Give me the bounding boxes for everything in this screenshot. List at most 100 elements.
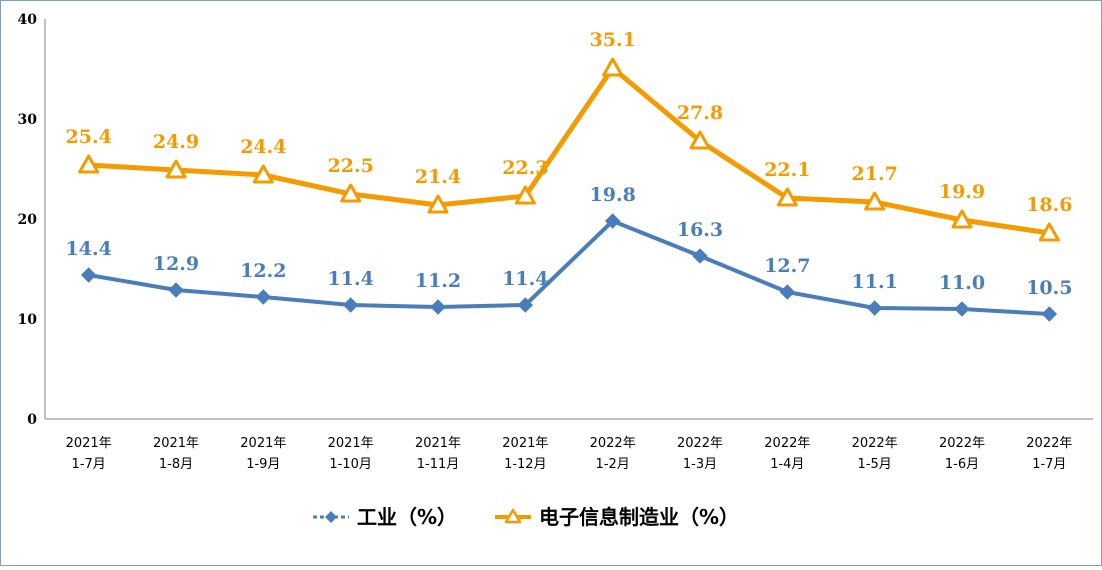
- data-label: 19.9: [939, 181, 985, 203]
- x-tick-label: 2022年 1-2月: [590, 436, 636, 472]
- diamond-marker: [255, 289, 272, 305]
- data-label: 19.8: [590, 184, 636, 206]
- x-tick-label-line: 2021年: [240, 436, 286, 451]
- triangle-marker: [776, 187, 798, 207]
- triangle-marker: [78, 154, 100, 174]
- data-label: 22.3: [502, 157, 548, 179]
- x-tick-label-line: 1-6月: [945, 457, 979, 472]
- triangle-marker: [252, 164, 274, 184]
- triangle-marker: [340, 183, 362, 203]
- data-label: 22.1: [764, 159, 810, 181]
- triangle-marker: [427, 194, 449, 214]
- y-axis-ticks: 0 10 20 30 40: [18, 12, 38, 428]
- data-label: 18.6: [1026, 194, 1072, 216]
- triangle-marker: [1038, 222, 1060, 242]
- triangle-legend-icon: [504, 508, 522, 524]
- data-label: 12.9: [153, 253, 199, 275]
- data-label: 24.9: [153, 131, 199, 153]
- x-tick-label-line: 1-5月: [858, 457, 892, 472]
- x-tick-label-line: 1-2月: [596, 457, 630, 472]
- data-label: 24.4: [240, 136, 286, 158]
- x-tick-label-line: 1-12月: [504, 457, 547, 472]
- data-label: 27.8: [677, 102, 723, 124]
- diamond-marker: [430, 299, 446, 315]
- legend-label: 电子信息制造业（%）: [539, 505, 739, 529]
- series-1: 14.4 12.9 12.2 11.4 11.2 11.4 19.8 16.3 12.7 11.1…: [66, 184, 1072, 322]
- x-tick-label: 2021年 1-8月: [153, 436, 199, 472]
- diamond-marker: [517, 297, 534, 313]
- data-label: 16.3: [677, 219, 723, 241]
- x-tick-label-line: 2022年: [764, 436, 810, 451]
- chart-series: 14.4 12.9 12.2 11.4 11.2 11.4 19.8 16.3 12.7 11.1…: [66, 29, 1072, 322]
- x-tick-label-line: 1-3月: [683, 457, 717, 472]
- data-label: 35.1: [590, 29, 636, 51]
- x-tick-label-line: 1-7月: [72, 457, 106, 472]
- triangle-marker: [951, 209, 973, 229]
- data-label: 21.7: [852, 163, 898, 185]
- chart-axes: [44, 19, 1093, 420]
- x-tick-label-line: 2022年: [852, 436, 898, 451]
- triangle-marker: [514, 185, 536, 205]
- diamond-legend-icon: [325, 511, 337, 523]
- data-label: 25.4: [66, 126, 112, 148]
- legend-item-2: 电子信息制造业（%）: [495, 505, 739, 529]
- x-tick-label-line: 2021年: [415, 436, 461, 451]
- data-label: 10.5: [1026, 277, 1072, 299]
- data-label: 11.2: [415, 270, 461, 292]
- x-tick-label: 2021年 1-7月: [66, 436, 112, 472]
- x-tick-label-line: 2022年: [939, 436, 985, 451]
- data-label: 12.2: [240, 260, 286, 282]
- y-tick-label: 40: [18, 12, 38, 28]
- x-tick-label: 2022年 1-4月: [764, 436, 810, 472]
- x-tick-label: 2021年 1-11月: [415, 436, 461, 472]
- x-tick-label: 2021年 1-12月: [502, 436, 548, 472]
- x-tick-label-line: 2021年: [502, 436, 548, 451]
- diamond-marker: [692, 248, 708, 264]
- data-label: 21.4: [415, 166, 461, 188]
- x-tick-label: 2022年 1-6月: [939, 436, 985, 472]
- diamond-marker: [1041, 306, 1058, 322]
- x-tick-label-line: 2021年: [66, 436, 112, 451]
- triangle-marker: [602, 57, 624, 77]
- data-label: 11.0: [939, 272, 985, 294]
- x-tick-label-line: 2021年: [153, 436, 199, 451]
- x-tick-label: 2021年 1-10月: [328, 436, 374, 472]
- diamond-marker: [954, 301, 970, 317]
- x-tick-label: 2021年 1-9月: [240, 436, 286, 472]
- y-tick-label: 30: [18, 112, 38, 128]
- triangle-marker: [864, 191, 886, 211]
- triangle-marker: [689, 130, 711, 150]
- x-tick-label-line: 1-10月: [329, 457, 372, 472]
- x-tick-label-line: 1-11月: [417, 457, 460, 472]
- data-label: 12.7: [764, 255, 810, 277]
- data-label: 11.4: [328, 268, 374, 290]
- series-2: 25.4 24.9 24.4 22.5 21.4 22.3 35.1 27.8 22.1 21.7…: [66, 29, 1072, 242]
- diamond-marker: [80, 267, 97, 283]
- data-label: 14.4: [66, 238, 112, 260]
- x-tick-label: 2022年 1-5月: [852, 436, 898, 472]
- x-tick-label-line: 1-7月: [1032, 457, 1066, 472]
- diamond-marker: [866, 300, 883, 316]
- triangle-marker: [165, 159, 187, 179]
- legend-item-1: 工业（%）: [313, 505, 457, 529]
- x-tick-label-line: 2022年: [1026, 436, 1072, 451]
- data-label: 22.5: [328, 155, 374, 177]
- data-label: 11.4: [502, 268, 548, 290]
- chart-legend: 工业（%） 电子信息制造业（%）: [313, 505, 739, 529]
- x-tick-label: 2022年 1-7月: [1026, 436, 1072, 472]
- diamond-marker: [604, 213, 621, 229]
- x-tick-label-line: 1-8月: [159, 457, 193, 472]
- series-line: [86, 219, 1052, 316]
- diamond-marker: [779, 284, 796, 300]
- diamond-marker: [168, 282, 184, 298]
- y-tick-label: 20: [18, 212, 38, 228]
- x-tick-label-line: 1-4月: [770, 457, 804, 472]
- x-tick-label-line: 2022年: [677, 436, 723, 451]
- diamond-marker: [342, 297, 359, 313]
- y-tick-label: 10: [18, 312, 38, 328]
- y-tick-label: 0: [27, 412, 37, 428]
- series-line: [86, 65, 1052, 236]
